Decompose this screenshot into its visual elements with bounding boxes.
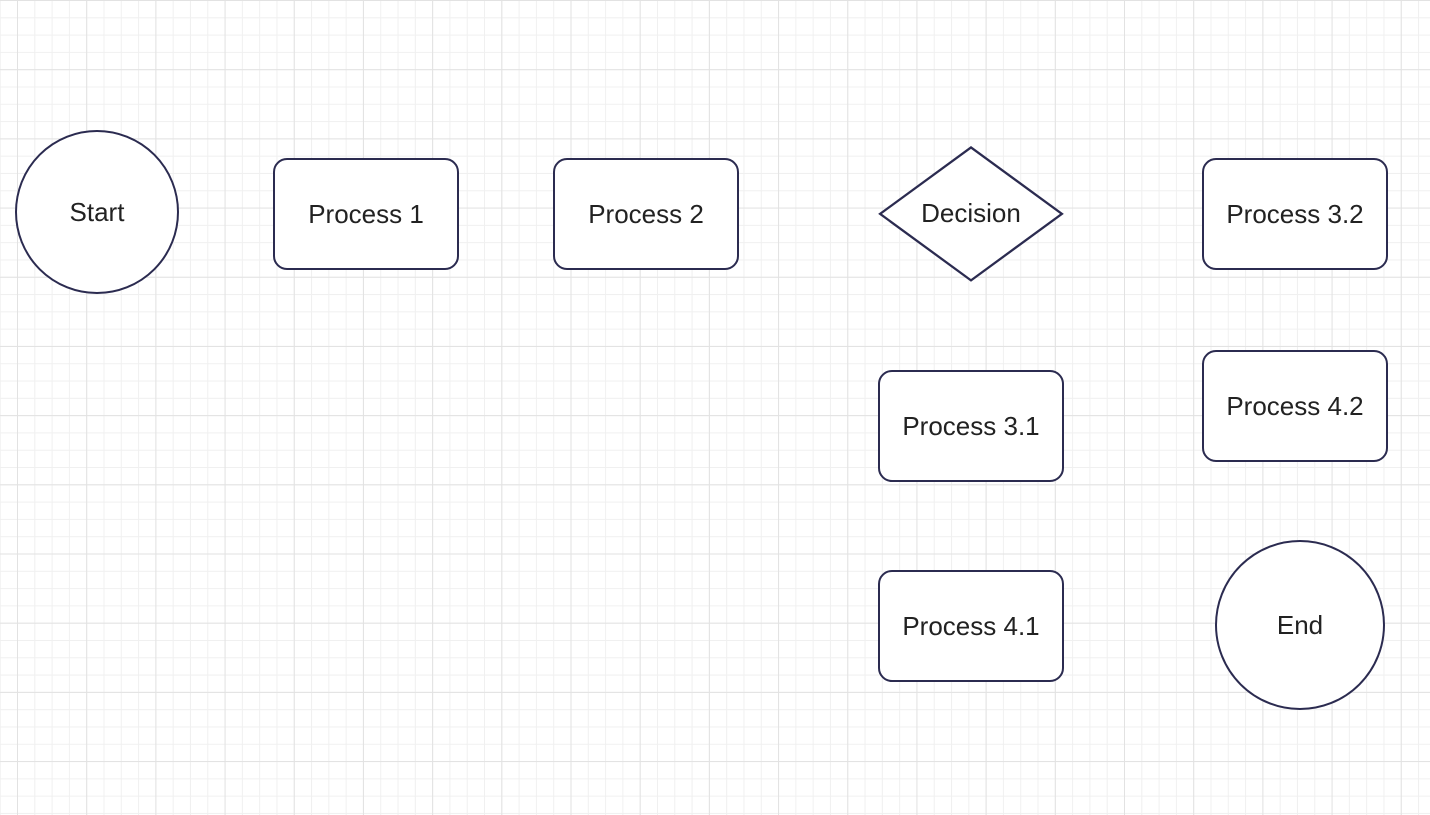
flowchart-node-process-4-1[interactable]: Process 4.1 <box>878 570 1064 682</box>
node-label: Process 4.2 <box>1226 391 1363 422</box>
flowchart-node-process-3-2[interactable]: Process 3.2 <box>1202 158 1388 270</box>
node-label: Process 2 <box>588 199 704 230</box>
flowchart-node-end[interactable]: End <box>1215 540 1385 710</box>
node-label-wrap: Decision <box>878 146 1064 282</box>
node-label: Process 1 <box>308 199 424 230</box>
node-label: Process 4.1 <box>902 611 1039 642</box>
node-label: Process 3.1 <box>902 411 1039 442</box>
flowchart-node-process-2[interactable]: Process 2 <box>553 158 739 270</box>
flowchart-node-process-3-1[interactable]: Process 3.1 <box>878 370 1064 482</box>
flowchart-node-process-1[interactable]: Process 1 <box>273 158 459 270</box>
node-label: Process 3.2 <box>1226 199 1363 230</box>
flowchart-canvas[interactable]: Start Process 1 Process 2 Decision Proce… <box>0 0 1430 815</box>
flowchart-node-process-4-2[interactable]: Process 4.2 <box>1202 350 1388 462</box>
node-label: Decision <box>921 198 1021 229</box>
flowchart-node-decision[interactable]: Decision <box>878 146 1064 282</box>
node-label: Start <box>70 197 125 228</box>
flowchart-node-start[interactable]: Start <box>15 130 179 294</box>
node-label: End <box>1277 610 1323 641</box>
